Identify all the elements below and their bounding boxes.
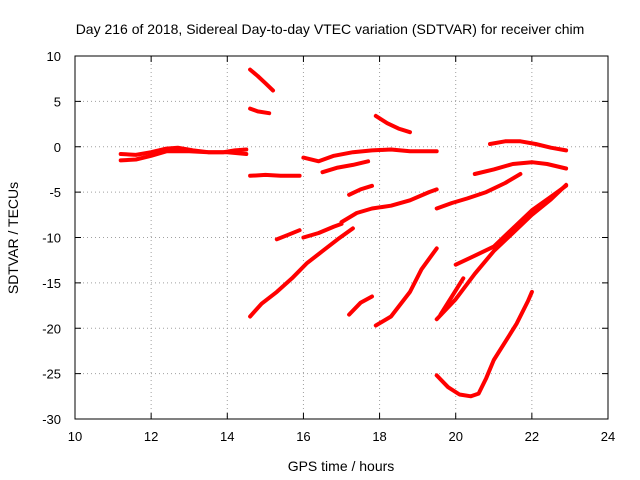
data-trace: [438, 276, 466, 317]
data-trace: [472, 160, 569, 176]
y-tick-label: -5: [49, 185, 61, 200]
tick-labels: 10 12 14 16 18 20 22 24 10 5 0 -5 -10 -15 -20 -25 -30: [42, 49, 615, 444]
y-tick-label: 5: [54, 94, 61, 109]
data-trace: [118, 149, 249, 163]
data-trace: [320, 159, 371, 175]
x-tick-label: 16: [296, 429, 310, 444]
y-tick-label: -20: [42, 321, 61, 336]
data-trace: [434, 182, 569, 322]
axis-ticks: [74, 55, 609, 420]
data-trace: [339, 187, 439, 225]
data-trace: [488, 139, 569, 153]
x-tick-label: 22: [525, 429, 539, 444]
y-tick-label: 10: [47, 49, 61, 64]
data-traces: [118, 67, 569, 399]
x-tick-label: 10: [68, 429, 82, 444]
x-tick-label: 18: [372, 429, 386, 444]
data-trace: [248, 172, 302, 178]
y-tick-label: 0: [54, 140, 61, 155]
y-tick-label: -15: [42, 276, 61, 291]
y-tick-label: -25: [42, 367, 61, 382]
y-tick-label: -30: [42, 412, 61, 427]
data-trace: [248, 226, 355, 319]
x-tick-label: 20: [448, 429, 462, 444]
data-trace: [248, 67, 275, 93]
data-trace: [373, 113, 412, 135]
data-trace: [301, 221, 344, 240]
x-tick-label: 24: [601, 429, 615, 444]
data-trace: [347, 183, 374, 197]
data-trace: [373, 246, 439, 328]
y-tick-label: -10: [42, 231, 61, 246]
data-trace: [274, 228, 302, 242]
data-trace: [453, 183, 569, 267]
x-axis-label: GPS time / hours: [288, 458, 395, 474]
data-trace: [347, 294, 374, 317]
x-tick-label: 12: [144, 429, 158, 444]
x-tick-label: 14: [220, 429, 234, 444]
data-trace: [434, 172, 523, 211]
data-trace: [434, 289, 534, 399]
data-trace: [301, 147, 439, 164]
chart-title: Day 216 of 2018, Sidereal Day-to-day VTE…: [76, 21, 585, 37]
y-axis-label: SDTVAR / TECUs: [5, 182, 21, 294]
data-trace: [248, 106, 272, 116]
